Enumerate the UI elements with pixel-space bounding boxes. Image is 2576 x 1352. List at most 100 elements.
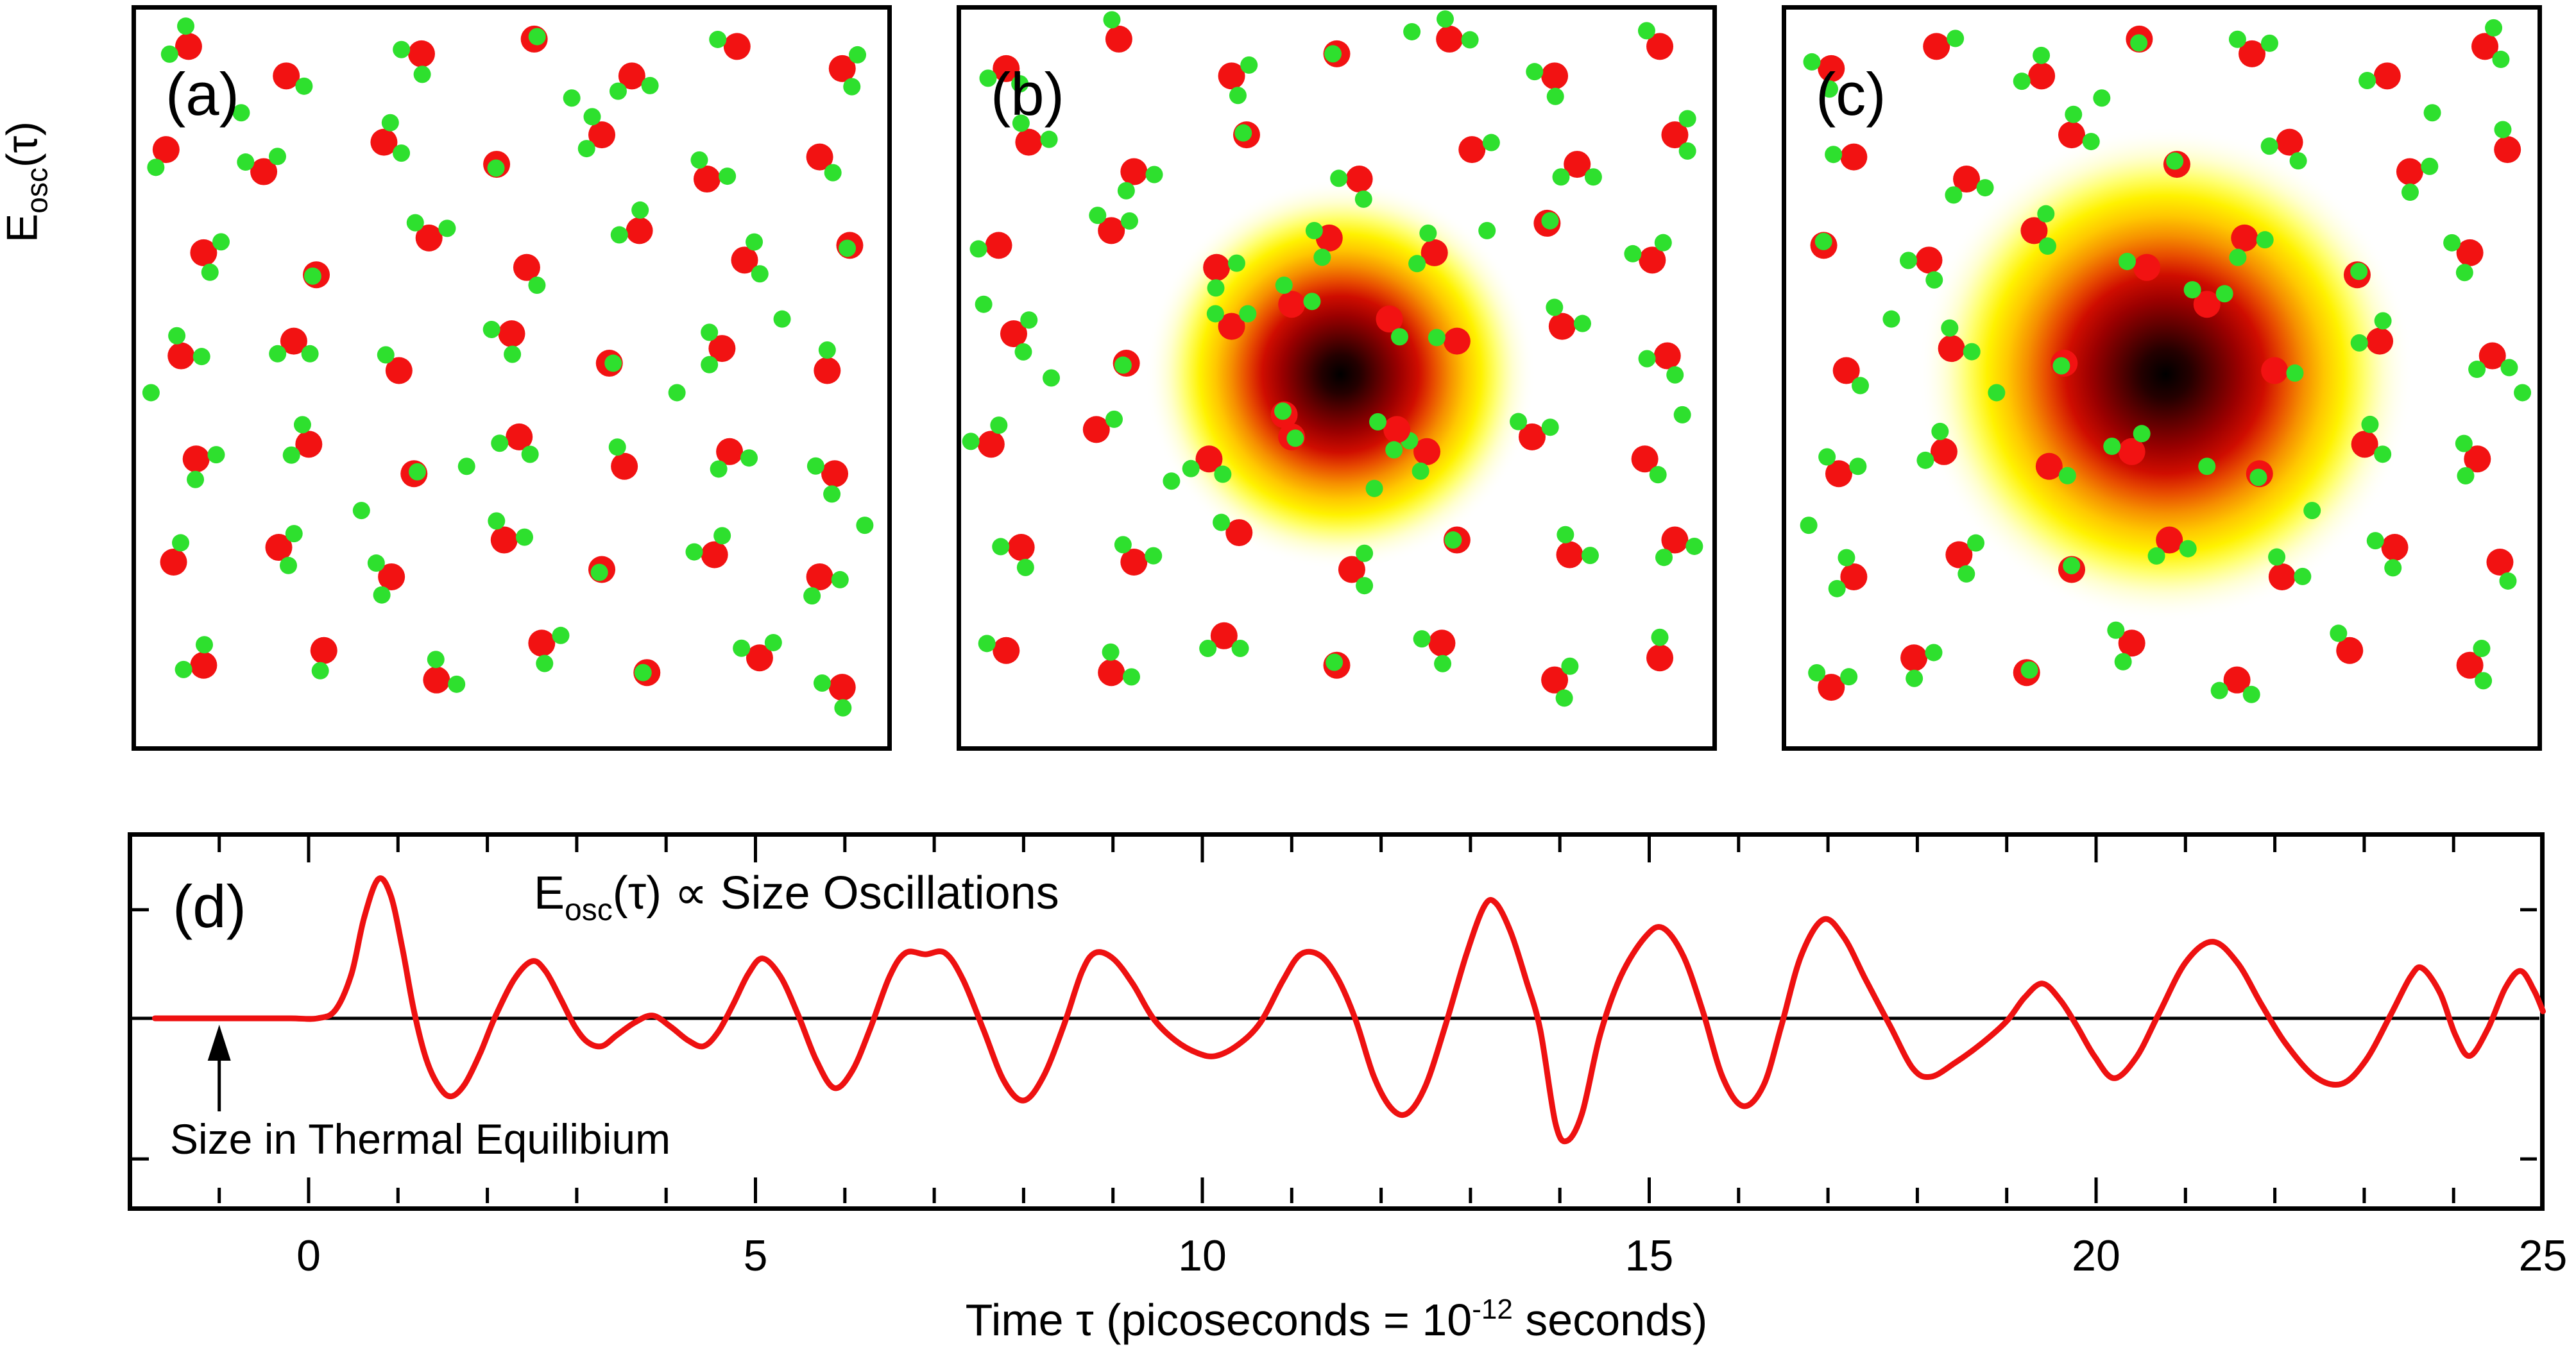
hydrogen-dot (2350, 262, 2368, 280)
oxygen-dot (1436, 25, 1463, 53)
oxygen-dot (1338, 556, 1365, 583)
oxygen-dot (160, 549, 187, 576)
hydrogen-dot (515, 528, 533, 546)
hydrogen-dot (1199, 640, 1217, 658)
hydrogen-dot (1105, 410, 1123, 428)
hydrogen-dot (2179, 540, 2197, 558)
hydrogen-dot (2037, 205, 2055, 223)
hydrogen-dot (2330, 624, 2348, 642)
oxygen-dot (814, 357, 841, 384)
hydrogen-dot (2215, 285, 2233, 303)
hydrogen-dot (1963, 343, 1981, 361)
hydrogen-dot (269, 345, 287, 363)
hydrogen-dot (2166, 152, 2184, 170)
oxygen-dot (250, 158, 278, 185)
hydrogen-dot (1206, 305, 1224, 323)
hydrogen-dot (1945, 186, 1963, 204)
hydrogen-dot (1557, 526, 1574, 543)
hydrogen-dot (427, 651, 445, 669)
hydrogen-dot (237, 153, 255, 171)
x-tick-label-5: 5 (743, 1231, 768, 1280)
hydrogen-dot (142, 384, 160, 402)
oxygen-dot (1278, 291, 1306, 318)
hydrogen-dot (969, 240, 987, 258)
y-axis-label-sub: osc (20, 167, 54, 214)
oxygen-dot (2035, 452, 2063, 480)
hydrogen-dot (2065, 105, 2083, 123)
oxygen-dot (2381, 534, 2409, 561)
hydrogen-dot (1649, 466, 1667, 484)
hydrogen-dot (709, 30, 727, 48)
oxygen-dot (2268, 563, 2296, 590)
hydrogen-dot (448, 675, 466, 693)
hydrogen-dot (1434, 655, 1452, 672)
oxygen-dot (1661, 121, 1689, 149)
oxygen-dot (423, 666, 450, 694)
oxygen-dot (2494, 136, 2521, 164)
hydrogen-dot (2514, 384, 2532, 402)
hydrogen-dot (1103, 11, 1121, 29)
hydrogen-dot (2183, 281, 2201, 299)
hydrogen-dot (610, 226, 628, 244)
hydrogen-dot (311, 662, 329, 680)
hydrogen-dot (2473, 640, 2491, 658)
hydrogen-dot (1673, 406, 1691, 424)
hydrogen-dot (212, 233, 230, 251)
oxygen-dot (1225, 519, 1253, 547)
oxygen-dot (977, 431, 1005, 458)
x-tick-label-0: 0 (296, 1231, 321, 1280)
hydrogen-dot (1541, 212, 1559, 230)
hydrogen-dot (521, 445, 539, 463)
oxygen-dot (1098, 217, 1125, 244)
oxygen-dot (2486, 549, 2514, 576)
hydrogen-dot (701, 323, 719, 341)
hydrogen-dot (2268, 548, 2286, 566)
hydrogen-dot (301, 345, 319, 363)
hydrogen-dot (1925, 271, 1943, 289)
hydrogen-dot (843, 78, 861, 96)
hydrogen-dot (2249, 468, 2267, 486)
oxygen-dot (2028, 62, 2056, 90)
hydrogen-dot (1117, 182, 1135, 200)
oxygen-dot (1646, 33, 1674, 60)
hydrogen-dot (1541, 418, 1559, 436)
plot-title-sub: osc (565, 893, 613, 927)
hydrogen-dot (668, 384, 686, 402)
hydrogen-dot (2455, 264, 2473, 282)
hydrogen-dot (1820, 80, 1838, 98)
hydrogen-dot (2058, 466, 2076, 484)
panel-snapshot-a: (a) (132, 5, 892, 751)
hydrogen-dot (457, 458, 475, 475)
oxygen-dot (2193, 291, 2221, 318)
oxygen-dot (2336, 637, 2364, 664)
oscillation-plot: (d) Eosc(τ) ∝ Size Oscillations Size in … (128, 832, 2548, 1214)
hydrogen-dot (1012, 114, 1030, 132)
hydrogen-dot (160, 45, 178, 63)
hydrogen-dot (1014, 343, 1032, 361)
hydrogen-dot (839, 239, 857, 257)
hydrogen-dot (1275, 277, 1293, 295)
x-tick-label-10: 10 (1178, 1231, 1227, 1280)
oxygen-dot (190, 651, 218, 679)
hydrogen-dot (1011, 75, 1029, 93)
hydrogen-dot (733, 639, 751, 657)
hydrogen-dot (690, 151, 708, 169)
oxygen-dot (1915, 246, 1943, 274)
oxygen-dot (2133, 253, 2161, 281)
hydrogen-dot (1624, 244, 1642, 262)
oxygen-dot (2156, 526, 2183, 554)
hydrogen-dot (1213, 513, 1231, 531)
hydrogen-dot (1988, 384, 2006, 402)
hydrogen-dot (1803, 53, 1821, 71)
hydrogen-dot (2366, 532, 2384, 550)
oxygen-dot (280, 327, 307, 355)
oxygen-dot (1015, 128, 1043, 156)
oxygen-dot (1541, 666, 1569, 694)
oxygen-dot (708, 335, 736, 363)
oxygen-dot (1631, 445, 1659, 473)
hydrogen-dot (1800, 517, 1818, 535)
hydrogen-dot (1906, 669, 1923, 687)
hydrogen-dot (1828, 579, 1846, 597)
hydrogen-dot (488, 512, 506, 530)
oxygen-dot (385, 357, 413, 384)
